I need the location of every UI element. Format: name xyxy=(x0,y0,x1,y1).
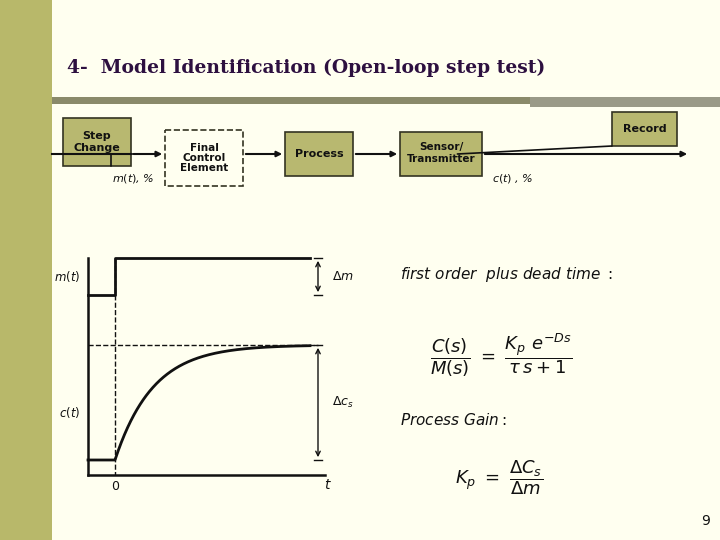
Text: $\mathit{c(t)}$: $\mathit{c(t)}$ xyxy=(59,405,80,420)
Text: Sensor/: Sensor/ xyxy=(419,142,463,152)
Text: $\Delta m$: $\Delta m$ xyxy=(332,270,354,283)
Text: Element: Element xyxy=(180,163,228,173)
Text: Change: Change xyxy=(73,143,120,153)
Bar xyxy=(400,132,482,176)
Text: 4-  Model Identification (Open-loop step test): 4- Model Identification (Open-loop step … xyxy=(67,59,545,77)
Bar xyxy=(165,130,243,186)
Text: Transmitter: Transmitter xyxy=(407,154,475,164)
Text: $\dfrac{C(s)}{M(s)}\ =\ \dfrac{K_p\ e^{-Ds}}{\tau\, s+1}$: $\dfrac{C(s)}{M(s)}\ =\ \dfrac{K_p\ e^{-… xyxy=(430,331,572,379)
Text: $K_p\ =\ \dfrac{\Delta C_s}{\Delta m}$: $K_p\ =\ \dfrac{\Delta C_s}{\Delta m}$ xyxy=(455,458,543,497)
Text: $\mathit{m(t)}$, %: $\mathit{m(t)}$, % xyxy=(112,172,155,185)
Text: $\mathbf{\mathit{Process\ Gain:}}$: $\mathbf{\mathit{Process\ Gain:}}$ xyxy=(400,412,507,428)
Text: Step: Step xyxy=(83,131,112,141)
Bar xyxy=(52,97,720,104)
Bar xyxy=(0,0,52,540)
Bar xyxy=(612,112,677,146)
Text: 0: 0 xyxy=(111,480,119,493)
Text: $\mathit{t}$: $\mathit{t}$ xyxy=(324,478,332,492)
Text: Final: Final xyxy=(189,143,218,153)
Bar xyxy=(63,118,131,166)
Text: Process: Process xyxy=(294,149,343,159)
Text: $\mathit{c(t)}$ , %: $\mathit{c(t)}$ , % xyxy=(492,172,534,185)
Bar xyxy=(285,132,353,176)
Text: $\mathit{first\ order\ \ plus\ dead\ time\ :}$: $\mathit{first\ order\ \ plus\ dead\ tim… xyxy=(400,266,613,285)
Text: 9: 9 xyxy=(701,514,710,528)
Text: Record: Record xyxy=(623,124,666,134)
Text: $\Delta c_s$: $\Delta c_s$ xyxy=(332,395,354,410)
Text: Control: Control xyxy=(182,153,225,163)
Text: $\mathit{m(t)}$: $\mathit{m(t)}$ xyxy=(54,269,80,284)
Bar xyxy=(530,97,720,107)
